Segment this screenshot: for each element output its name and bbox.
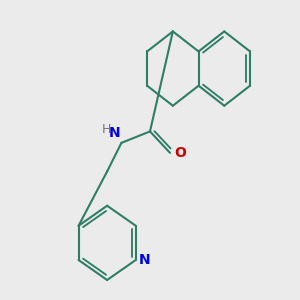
- Text: H: H: [102, 123, 111, 136]
- Text: O: O: [174, 146, 186, 160]
- Text: N: N: [139, 253, 151, 267]
- Text: N: N: [108, 126, 120, 140]
